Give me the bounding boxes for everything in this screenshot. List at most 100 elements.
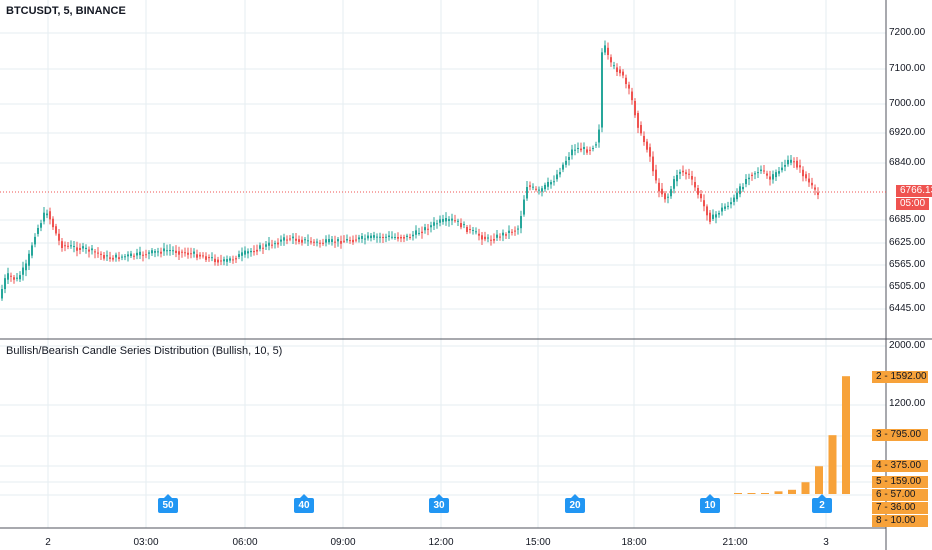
candle-body (550, 182, 552, 185)
candle-body (730, 202, 732, 205)
candle-body (442, 218, 444, 222)
candle-body (769, 176, 771, 180)
candle-body (685, 172, 687, 175)
candle-body (505, 234, 507, 236)
candle-body (421, 231, 423, 234)
candle-body (403, 237, 405, 239)
candle-body (226, 259, 228, 262)
candle-body (538, 189, 540, 191)
distribution-bar (747, 493, 756, 494)
candle-body (793, 161, 795, 163)
series-badge: 20 (565, 494, 585, 513)
candle-body (649, 147, 651, 157)
candle-body (325, 239, 327, 243)
candle-body (427, 228, 429, 230)
candle-body (496, 234, 498, 238)
candle-body (76, 247, 78, 251)
candle-body (622, 71, 624, 76)
candle-body (700, 194, 702, 199)
candle-body (160, 251, 162, 254)
candle-body (670, 189, 672, 197)
candle-body (754, 173, 756, 175)
candle-body (574, 149, 576, 151)
candle-body (328, 238, 330, 243)
candle-body (583, 146, 585, 149)
candle-body (97, 252, 99, 254)
candle-body (73, 246, 75, 248)
symbol-title[interactable]: BTCUSDT, 5, BINANCE (6, 5, 126, 17)
candle-body (676, 175, 678, 182)
candle-body (193, 251, 195, 254)
candle-body (91, 248, 93, 251)
candle-body (544, 184, 546, 190)
candle-body (565, 160, 567, 165)
candle-body (637, 113, 639, 128)
candle-body (814, 187, 816, 190)
price-candles[interactable] (1, 40, 819, 301)
time-tick: 03:00 (133, 537, 159, 548)
candle-body (88, 249, 90, 252)
candle-body (25, 263, 27, 271)
candle-body (631, 91, 633, 101)
candle-body (187, 252, 189, 255)
candle-body (172, 250, 174, 252)
candle-body (19, 275, 21, 280)
candle-body (673, 179, 675, 189)
candle-body (712, 214, 714, 219)
candle-body (751, 174, 753, 177)
candle-body (253, 251, 255, 253)
last-price-tag: 6766.13 (896, 185, 932, 197)
candle-body (628, 84, 630, 89)
distribution-bar (828, 435, 837, 494)
candle-body (748, 177, 750, 180)
candle-body (244, 250, 246, 255)
candle-body (121, 256, 123, 258)
candle-body (718, 213, 720, 215)
candle-body (757, 172, 759, 174)
candle-body (277, 242, 279, 245)
candle-body (454, 220, 456, 222)
candle-body (682, 170, 684, 173)
candle-body (388, 235, 390, 237)
candle-body (490, 239, 492, 241)
price-tick: 6565.00 (889, 259, 926, 270)
candle-body (316, 241, 318, 243)
time-tick: 12:00 (428, 537, 454, 548)
candle-body (493, 239, 495, 241)
candle-body (577, 147, 579, 149)
candle-body (811, 182, 813, 186)
candle-body (202, 255, 204, 257)
candle-body (436, 223, 438, 225)
candle-body (406, 235, 408, 237)
candle-body (4, 278, 6, 290)
candle-body (481, 235, 483, 240)
candle-body (520, 216, 522, 229)
candle-body (703, 200, 705, 207)
candle-body (763, 170, 765, 172)
candle-body (526, 187, 528, 199)
candle-body (106, 255, 108, 257)
candle-body (217, 259, 219, 263)
candle-body (781, 167, 783, 171)
candle-body (271, 244, 273, 246)
price-tick: 6625.00 (889, 237, 926, 248)
candle-body (766, 173, 768, 176)
candle-body (799, 165, 801, 168)
candle-body (604, 45, 606, 53)
bar-countdown-tag: 05:00 (896, 198, 930, 210)
candle-body (652, 156, 654, 172)
candle-body (613, 65, 615, 67)
candle-body (457, 220, 459, 222)
candle-body (340, 241, 342, 244)
candle-body (358, 237, 360, 240)
candle-body (736, 192, 738, 200)
candle-body (301, 239, 303, 243)
candle-body (379, 236, 381, 238)
indicator-title[interactable]: Bullish/Bearish Candle Series Distributi… (6, 345, 283, 357)
candle-body (412, 234, 414, 237)
candle-body (478, 233, 480, 236)
candle-body (778, 171, 780, 174)
candle-body (169, 250, 171, 252)
candle-body (535, 188, 537, 190)
